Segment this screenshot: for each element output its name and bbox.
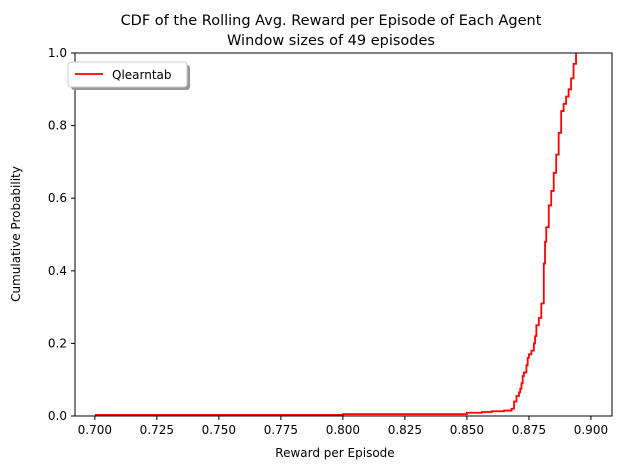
x-tick-label: 0.750 bbox=[202, 423, 236, 437]
x-tick-label: 0.800 bbox=[326, 423, 360, 437]
y-tick-label: 0.6 bbox=[48, 191, 67, 205]
legend: Qlearntab bbox=[67, 61, 190, 90]
y-tick-label: 0.8 bbox=[48, 119, 67, 133]
series-line-qlearntab bbox=[94, 53, 577, 416]
x-tick-label: 0.825 bbox=[388, 423, 422, 437]
legend-box bbox=[67, 61, 188, 88]
x-tick-label: 0.850 bbox=[450, 423, 484, 437]
legend-label-qlearntab: Qlearntab bbox=[112, 68, 172, 82]
x-tick-label: 0.700 bbox=[78, 423, 112, 437]
x-tick-label: 0.900 bbox=[574, 423, 608, 437]
y-tick-label: 0.4 bbox=[48, 264, 67, 278]
y-tick-label: 0.0 bbox=[48, 409, 67, 423]
y-tick-label: 0.2 bbox=[48, 336, 67, 350]
plot-frame bbox=[74, 52, 613, 417]
chart-subtitle: Window sizes of 49 episodes bbox=[227, 33, 435, 49]
x-tick-label: 0.875 bbox=[512, 423, 546, 437]
y-axis-label: Cumulative Probability bbox=[9, 166, 23, 302]
x-tick-label: 0.775 bbox=[264, 423, 298, 437]
x-axis-label: Reward per Episode bbox=[275, 446, 394, 460]
y-tick-label: 1.0 bbox=[48, 46, 67, 60]
x-tick-label: 0.725 bbox=[140, 423, 174, 437]
chart-title: CDF of the Rolling Avg. Reward per Episo… bbox=[121, 13, 542, 29]
